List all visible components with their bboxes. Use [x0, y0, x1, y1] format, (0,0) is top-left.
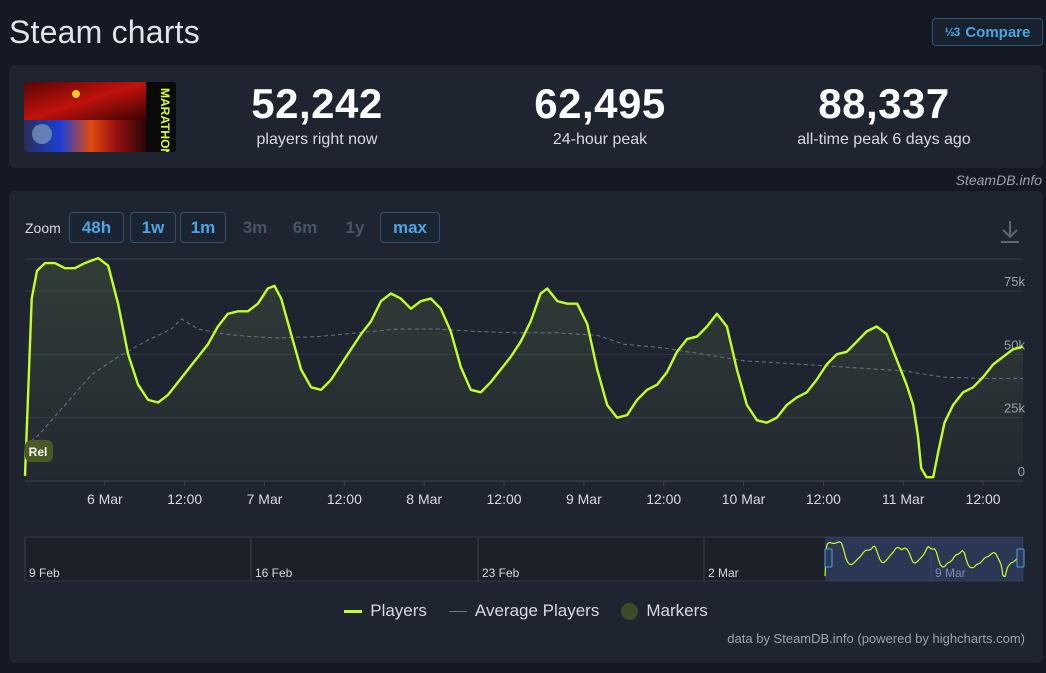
marker-badge	[25, 440, 53, 462]
legend-label: Average Players	[474, 601, 600, 620]
compare-label: Compare	[965, 23, 1031, 41]
navigator-label: 9 Feb	[29, 566, 60, 580]
average-line-swatch	[448, 610, 467, 612]
navigator-label: 23 Feb	[482, 566, 520, 580]
game-art-image: MARATHON	[24, 82, 176, 152]
stat-label: 24-hour peak	[552, 131, 648, 148]
x-tick-label: 12:00	[487, 491, 522, 507]
legend-label: Players	[370, 601, 427, 620]
page-title: Steam charts	[9, 14, 200, 50]
zoom-label: Zoom	[25, 220, 61, 236]
release-marker[interactable]: Rel	[25, 440, 53, 462]
game-logo-text: MARATHON	[158, 88, 172, 152]
zoom-1m-button[interactable]: 1m	[180, 212, 226, 243]
fraction-icon: ½3	[944, 25, 961, 39]
zoom-1w-button[interactable]: 1w	[130, 212, 176, 243]
stat-all-time-peak: 88,337 all-time peak 6 days ago	[784, 83, 984, 149]
navigator-label: 2 Mar	[708, 566, 739, 580]
x-tick-label: 8 Mar	[406, 491, 442, 507]
stat-label[interactable]: all-time peak 6 days ago	[797, 131, 971, 148]
legend-item-average-players[interactable]: Average Players	[448, 601, 600, 621]
y-tick-label: 75k	[1004, 274, 1025, 289]
stat-current-players: 52,242 players right now	[237, 83, 397, 149]
players-line-swatch	[344, 609, 363, 613]
legend-item-players[interactable]: Players	[344, 601, 427, 621]
stat-label: players right now	[256, 131, 378, 148]
compare-button[interactable]: ½3 Compare	[932, 18, 1043, 46]
x-tick-label: 12:00	[966, 491, 1001, 507]
stats-panel: MARATHON 52,242 players right now 62,495…	[9, 65, 1043, 168]
zoom-48h-button[interactable]: 48h	[69, 212, 124, 243]
attribution-link[interactable]: SteamDB.info	[955, 172, 1042, 188]
stat-value: 52,242	[251, 80, 383, 127]
zoom-max-button[interactable]: max	[380, 212, 440, 243]
chart-credits[interactable]: data by SteamDB.info (powered by highcha…	[727, 631, 1025, 646]
navigator-left-handle[interactable]	[824, 548, 833, 568]
average-players-line[interactable]	[24, 318, 1023, 446]
legend-item-markers[interactable]: Markers	[621, 601, 708, 621]
zoom-6m-button: 6m	[292, 217, 318, 237]
navigator-right-handle[interactable]	[1016, 548, 1025, 568]
players-line[interactable]	[23, 256, 1024, 479]
chart-legend: Players Average Players Markers	[9, 601, 1043, 621]
x-tick-label: 12:00	[646, 491, 681, 507]
marker-label: Rel	[29, 445, 48, 459]
x-tick-label: 6 Mar	[87, 491, 123, 507]
legend-label: Markers	[646, 601, 708, 620]
x-tick-label: 12:00	[806, 491, 841, 507]
x-tick-label: 10 Mar	[722, 491, 766, 507]
zoom-1y-button: 1y	[345, 217, 365, 237]
stat-24h-peak: 62,495 24-hour peak	[520, 83, 680, 149]
x-tick-label: 12:00	[327, 491, 362, 507]
marker-dot-swatch	[621, 602, 639, 620]
stat-value: 62,495	[534, 80, 666, 127]
players-area-fill	[25, 258, 1023, 481]
chart-panel: Zoom 48h 1w 1m 3m 6m 1y max 025k50k75k6 …	[9, 191, 1043, 663]
x-tick-label: 9 Mar	[566, 491, 602, 507]
x-tick-label: 7 Mar	[247, 491, 283, 507]
x-tick-label: 12:00	[167, 491, 202, 507]
x-tick-label: 11 Mar	[882, 491, 925, 507]
game-thumbnail[interactable]: MARATHON	[24, 82, 176, 152]
download-icon[interactable]	[999, 219, 1021, 245]
stat-value: 88,337	[818, 80, 950, 127]
navigator-label: 16 Feb	[255, 566, 293, 580]
navigator-series-line	[824, 541, 1024, 577]
zoom-3m-button: 3m	[242, 217, 268, 237]
navigator-selected-range[interactable]	[825, 537, 1023, 581]
